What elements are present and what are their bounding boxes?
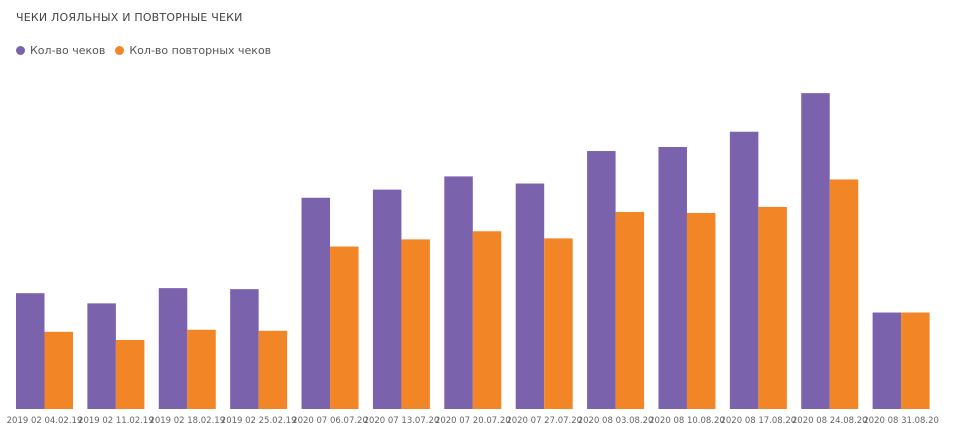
bar-total-6[interactable] bbox=[444, 176, 473, 409]
x-tick-label-0: 2019 02 04.02.19 bbox=[7, 416, 83, 426]
bar-repeat-3[interactable] bbox=[258, 330, 288, 409]
bar-repeat-7[interactable] bbox=[544, 238, 573, 409]
bar-repeat-5[interactable] bbox=[401, 239, 430, 409]
bar-total-7[interactable] bbox=[515, 183, 545, 409]
x-tick-label-4: 2020 07 06.07.20 bbox=[292, 416, 368, 426]
x-tick-label-7: 2020 07 27.07.20 bbox=[506, 416, 582, 426]
bar-total-4[interactable] bbox=[301, 197, 331, 409]
bar-repeat-6[interactable] bbox=[472, 231, 502, 409]
x-tick-label-8: 2020 08 03.08.20 bbox=[578, 416, 654, 426]
bar-total-0[interactable] bbox=[16, 293, 45, 409]
bar-repeat-12[interactable] bbox=[901, 312, 930, 409]
legend-swatch-repeat bbox=[115, 46, 125, 55]
bar-total-1[interactable] bbox=[87, 303, 116, 409]
x-tick-label-6: 2020 07 20.07.20 bbox=[435, 416, 511, 426]
x-tick-label-10: 2020 08 17.08.20 bbox=[720, 416, 796, 426]
bar-total-3[interactable] bbox=[230, 289, 259, 409]
bar-total-8[interactable] bbox=[587, 151, 616, 409]
bar-repeat-1[interactable] bbox=[115, 339, 145, 409]
bar-total-12[interactable] bbox=[872, 312, 902, 409]
legend-swatch-total bbox=[16, 46, 25, 55]
x-tick-label-2: 2019 02 18.02.19 bbox=[149, 416, 225, 426]
legend-label-total: Кол-во чеков bbox=[30, 44, 106, 57]
x-tick-label-9: 2020 08 10.08.20 bbox=[649, 416, 725, 426]
legend-item-total[interactable]: Кол-во чеков bbox=[16, 44, 105, 57]
x-tick-label-12: 2020 08 31.08.20 bbox=[863, 416, 939, 426]
bars-group bbox=[16, 93, 930, 409]
x-tick-label-3: 2019 02 25.02.19 bbox=[221, 416, 297, 426]
bar-repeat-8[interactable] bbox=[615, 211, 645, 409]
bar-total-2[interactable] bbox=[158, 288, 188, 409]
bar-repeat-10[interactable] bbox=[758, 206, 787, 409]
bar-repeat-4[interactable] bbox=[330, 246, 359, 410]
bar-total-10[interactable] bbox=[729, 131, 759, 409]
x-tick-label-5: 2020 07 13.07.20 bbox=[364, 416, 440, 426]
x-tick-label-11: 2020 08 24.08.20 bbox=[792, 416, 868, 426]
bar-total-5[interactable] bbox=[372, 189, 402, 409]
x-tick-label-1: 2019 02 11.02.19 bbox=[78, 416, 154, 426]
legend-item-repeat[interactable]: Кол-во повторных чеков bbox=[115, 44, 271, 57]
legend: Кол-во чеков Кол-во повторных чеков bbox=[16, 44, 271, 57]
bar-total-11[interactable] bbox=[801, 93, 830, 409]
bar-repeat-2[interactable] bbox=[187, 329, 216, 409]
legend-label-repeat: Кол-во повторных чеков bbox=[129, 44, 272, 57]
bar-repeat-9[interactable] bbox=[686, 212, 716, 409]
chart-title: ЧЕКИ ЛОЯЛЬНЫХ И ПОВТОРНЫЕ ЧЕКИ bbox=[16, 11, 243, 24]
bar-repeat-11[interactable] bbox=[829, 179, 859, 409]
bar-total-9[interactable] bbox=[658, 146, 687, 409]
bar-repeat-0[interactable] bbox=[44, 331, 74, 409]
